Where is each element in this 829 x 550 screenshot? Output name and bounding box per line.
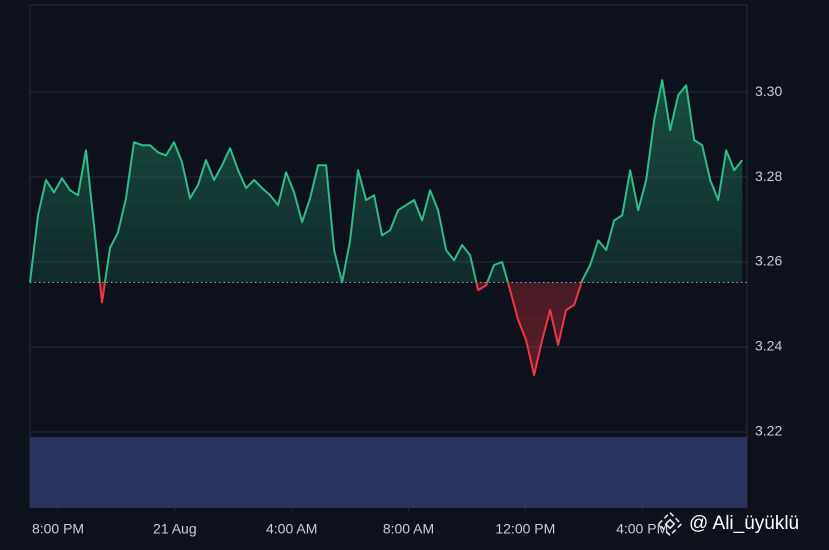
area-up <box>30 80 743 283</box>
x-tick-label: 8:00 AM <box>383 521 434 537</box>
y-tick-label: 3.24 <box>755 338 782 354</box>
x-tick-label: 4:00 PM <box>616 521 668 537</box>
x-tick-label: 4:00 AM <box>266 521 317 537</box>
area-down <box>30 282 743 375</box>
price-line-up <box>29 79 743 283</box>
x-tick-label: 21 Aug <box>153 521 197 537</box>
volume-area <box>30 437 747 508</box>
y-tick-label: 3.26 <box>755 253 782 269</box>
x-tick-label: 12:00 PM <box>495 521 555 537</box>
y-tick-label: 3.30 <box>755 83 782 99</box>
y-tick-label: 3.22 <box>755 423 782 439</box>
watermark-text: @ Ali_üyüklü <box>689 513 799 534</box>
y-tick-label: 3.28 <box>755 168 782 184</box>
x-tick-label: 8:00 PM <box>32 521 84 537</box>
